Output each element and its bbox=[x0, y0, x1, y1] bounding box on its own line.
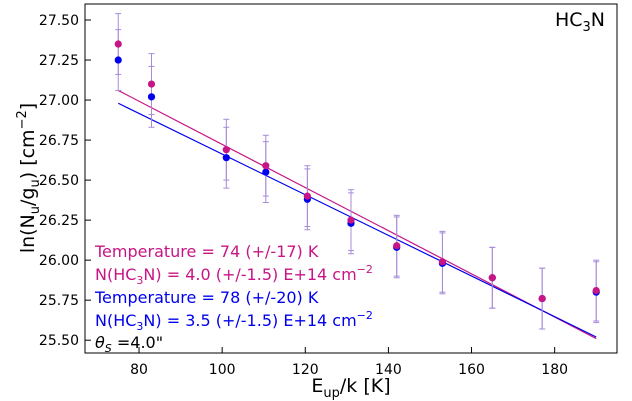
x-tick-label: 120 bbox=[292, 362, 319, 378]
data-point-blue bbox=[114, 56, 122, 64]
y-tick-label: 26.25 bbox=[39, 213, 79, 229]
annotation-temperature-magenta: Temperature = 74 (+/-17) K bbox=[94, 242, 319, 261]
y-axis-title: ln(Nu/gu) [cm−2] bbox=[15, 103, 43, 253]
data-point-magenta bbox=[222, 146, 230, 154]
y-tick-label: 27.00 bbox=[39, 93, 79, 109]
fit-lines bbox=[117, 89, 597, 340]
y-tick-label: 26.50 bbox=[39, 173, 79, 189]
x-axis-ticks: 80 100 120 140 160 180 bbox=[130, 347, 568, 378]
data-point-magenta bbox=[347, 216, 355, 224]
x-tick-label: 180 bbox=[541, 362, 568, 378]
data-point-blue bbox=[222, 154, 230, 162]
data-point-magenta bbox=[114, 40, 122, 48]
data-point-magenta bbox=[592, 286, 600, 295]
data-point-magenta bbox=[303, 192, 311, 200]
data-point-blue bbox=[262, 168, 270, 176]
y-tick-label: 25.75 bbox=[39, 293, 79, 309]
annotation-beam-size: θS =4.0" bbox=[95, 333, 163, 355]
y-tick-label: 26.00 bbox=[39, 253, 79, 269]
x-tick-label: 100 bbox=[209, 362, 236, 378]
data-point-magenta bbox=[262, 162, 270, 170]
x-tick-label: 160 bbox=[458, 362, 485, 378]
annotation-temperature-blue: Temperature = 78 (+/-20) K bbox=[94, 288, 319, 307]
fit-line-magenta bbox=[117, 89, 597, 340]
annotation-column-density-blue: N(HC3N) = 3.5 (+/-1.5) E+14 cm−2 bbox=[95, 309, 373, 333]
x-tick-label: 80 bbox=[130, 362, 148, 378]
plot-background bbox=[85, 4, 617, 353]
data-points bbox=[114, 40, 600, 303]
annotation-column-density-magenta: N(HC3N) = 4.0 (+/-1.5) E+14 cm−2 bbox=[95, 263, 373, 287]
data-point-magenta bbox=[438, 258, 447, 266]
y-axis-ticks: 25.50 25.75 26.00 26.25 26.50 26.75 27.00 27.25… bbox=[39, 13, 91, 349]
data-point-blue bbox=[147, 93, 156, 101]
plot-frame bbox=[84, 3, 618, 354]
x-axis-title: Eup/k [K] bbox=[311, 375, 390, 401]
data-point-magenta bbox=[488, 274, 496, 282]
data-point-magenta bbox=[538, 294, 546, 303]
y-tick-label: 27.25 bbox=[39, 53, 79, 69]
y-tick-label: 25.50 bbox=[39, 333, 79, 349]
data-point-magenta bbox=[393, 242, 401, 250]
y-tick-label: 27.50 bbox=[39, 13, 79, 29]
molecule-label: HC3N bbox=[555, 9, 605, 35]
data-point-magenta bbox=[147, 80, 156, 88]
x-tick-label: 140 bbox=[375, 362, 402, 378]
fit-line-blue bbox=[117, 102, 597, 338]
y-tick-label: 26.75 bbox=[39, 133, 79, 149]
